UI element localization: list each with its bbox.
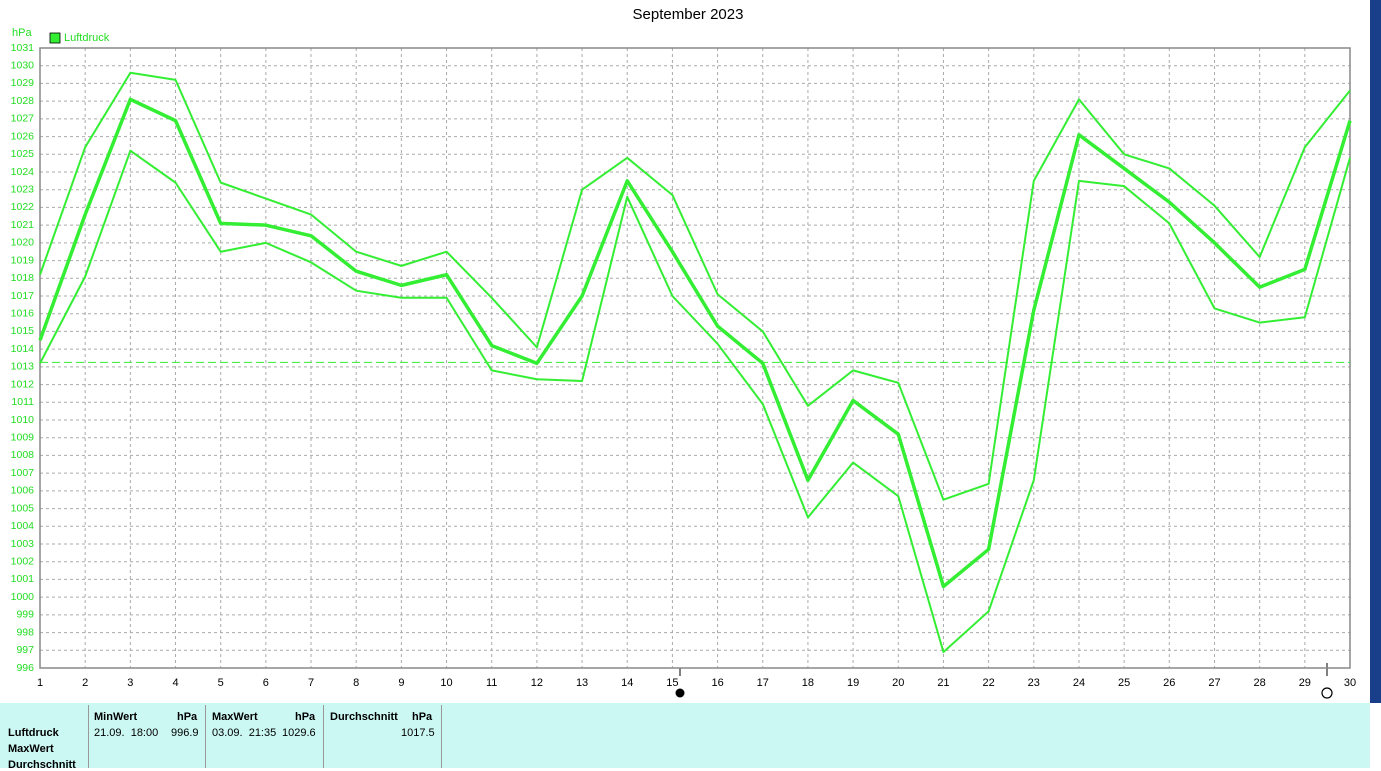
x-tick-label: 20: [892, 677, 904, 689]
y-tick-label: 1010: [11, 414, 35, 426]
y-tick-label: 1026: [11, 130, 35, 142]
x-tick-label: 7: [308, 677, 314, 689]
y-tick-label: 1001: [11, 573, 35, 585]
full-moon-icon: [675, 688, 685, 698]
x-tick-label: 15: [666, 677, 678, 689]
row-label: Luftdruck: [8, 727, 59, 739]
y-tick-label: 1002: [11, 555, 35, 567]
cell-time: 21.09. 18:00: [94, 727, 159, 739]
x-tick-label: 18: [802, 677, 814, 689]
legend-swatch: [49, 32, 61, 44]
y-tick-label: 1020: [11, 237, 35, 249]
y-tick-label: 1012: [11, 378, 35, 390]
x-tick-label: 13: [576, 677, 588, 689]
y-tick-label: 1027: [11, 113, 35, 125]
y-tick-label: 1008: [11, 449, 35, 461]
row-label: MaxWert: [8, 743, 54, 755]
x-tick-label: 14: [621, 677, 633, 689]
data-line: [38, 97, 1352, 589]
x-tick-label: 21: [937, 677, 949, 689]
y-tick-label: 1006: [11, 485, 35, 497]
y-tick-label: 1000: [11, 591, 35, 603]
cell-value: 996.9: [171, 727, 199, 739]
x-tick-label: 3: [127, 677, 133, 689]
y-tick-label: 1004: [11, 520, 35, 532]
x-tick-label: 8: [353, 677, 359, 689]
column-unit: hPa: [295, 711, 316, 723]
y-tick-label: 1023: [11, 183, 35, 195]
x-tick-label: 26: [1163, 677, 1175, 689]
desktop-strip: [1370, 0, 1381, 703]
y-tick-label: 1014: [11, 343, 35, 355]
x-tick-label: 30: [1344, 677, 1356, 689]
x-tick-label: 5: [218, 677, 224, 689]
y-tick-label: 997: [16, 644, 34, 656]
x-tick-label: 24: [1073, 677, 1085, 689]
column-separator: [323, 705, 324, 768]
column-unit: hPa: [412, 711, 433, 723]
y-tick-label: 998: [16, 626, 34, 638]
x-tick-label: 10: [440, 677, 452, 689]
y-tick-label: 1029: [11, 77, 35, 89]
y-tick-label: 1028: [11, 95, 35, 107]
y-tick-label: 1017: [11, 290, 35, 302]
x-tick-label: 23: [1028, 677, 1040, 689]
x-tick-label: 29: [1299, 677, 1311, 689]
y-tick-label: 1021: [11, 219, 35, 231]
y-tick-label: 1007: [11, 467, 35, 479]
y-tick-label: 1005: [11, 502, 35, 514]
x-tick-label: 1: [37, 677, 43, 689]
column-separator: [441, 705, 442, 768]
x-tick-label: 17: [757, 677, 769, 689]
y-tick-label: 1016: [11, 307, 35, 319]
data-line: [39, 149, 1351, 654]
x-tick-label: 11: [486, 677, 497, 689]
new-moon-icon: [1321, 687, 1333, 699]
y-tick-label: 1013: [11, 361, 35, 373]
row-label: Durchschnitt: [8, 759, 76, 771]
y-tick-label: 1031: [11, 42, 35, 54]
x-tick-label: 27: [1208, 677, 1220, 689]
chart: September 2023 hPa 996 997 998 999 1000 1001 1…: [11, 0, 1381, 703]
legend-label: Luftdruck: [64, 32, 110, 44]
y-axis-label: hPa: [12, 27, 32, 39]
column-title: Durchschnitt: [330, 711, 398, 723]
y-tick-label: 1025: [11, 148, 35, 160]
y-tick-label: 999: [16, 609, 34, 621]
y-tick-label: 996: [16, 662, 34, 674]
data-line: [39, 71, 1351, 501]
column-title: MaxWert: [212, 711, 258, 723]
y-tick-label: 1030: [11, 59, 35, 71]
y-tick-label: 1019: [11, 254, 35, 266]
x-tick-label: 28: [1254, 677, 1266, 689]
column-separator: [88, 705, 89, 768]
x-tick-label: 4: [172, 677, 178, 689]
x-tick-label: 19: [847, 677, 859, 689]
y-tick-label: 1024: [11, 166, 35, 178]
x-tick-label: 12: [531, 677, 543, 689]
x-tick-label: 2: [82, 677, 88, 689]
chart-title: September 2023: [633, 6, 744, 23]
cell-value: 1029.6: [282, 727, 316, 739]
column-separator: [205, 705, 206, 768]
x-tick-label: 25: [1118, 677, 1130, 689]
y-tick-label: 1022: [11, 201, 35, 213]
y-tick-label: 1018: [11, 272, 35, 284]
cell-value: 1017.5: [401, 727, 435, 739]
y-tick-label: 1009: [11, 431, 35, 443]
y-tick-label: 1003: [11, 538, 35, 550]
plot-frame: [39, 47, 1351, 669]
summary-table: Luftdruck MaxWert Durchschnitt MinWert h…: [0, 703, 1370, 771]
y-tick-label: 1011: [11, 396, 34, 408]
column-unit: hPa: [177, 711, 198, 723]
x-tick-label: 22: [982, 677, 994, 689]
y-tick-label: 1015: [11, 325, 35, 337]
x-tick-label: 9: [398, 677, 404, 689]
x-tick-label: 6: [263, 677, 269, 689]
x-tick-label: 16: [711, 677, 723, 689]
cell-time: 03.09. 21:35: [212, 727, 277, 739]
column-title: MinWert: [94, 711, 138, 723]
